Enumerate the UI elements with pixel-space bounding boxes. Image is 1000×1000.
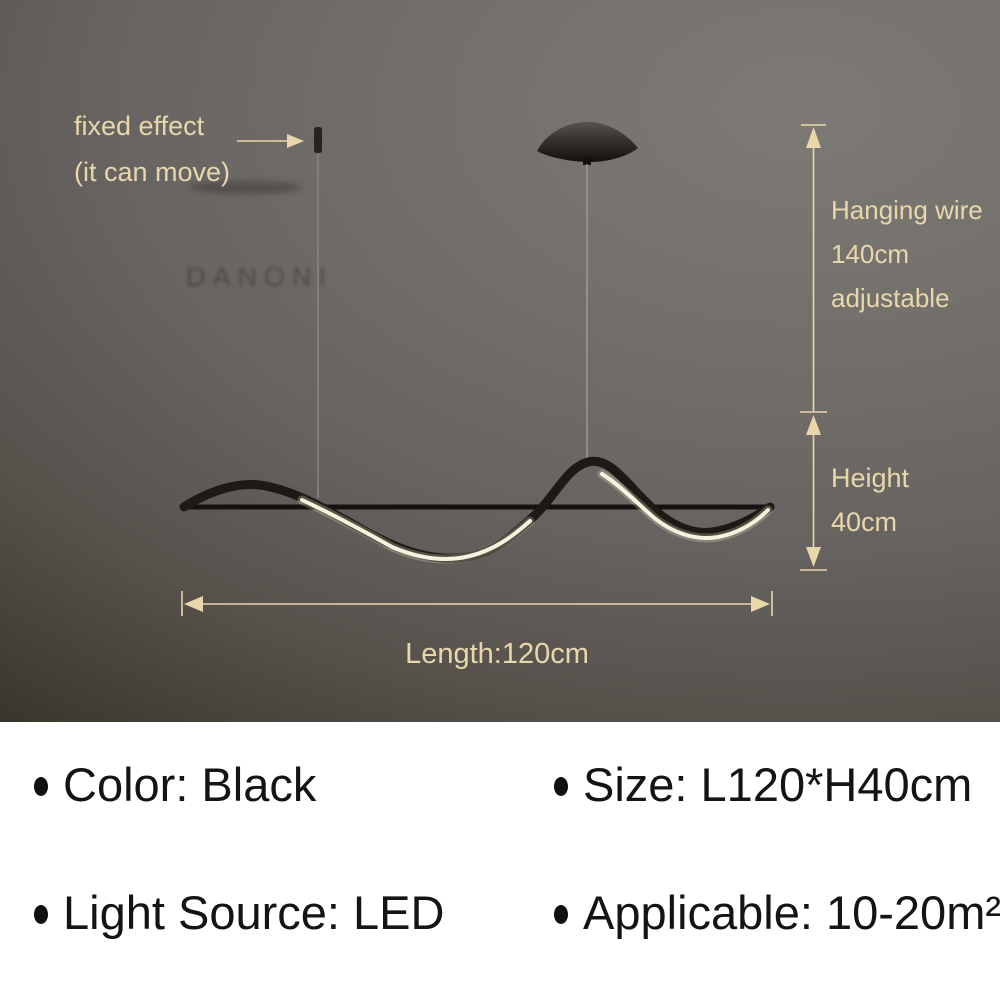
hanging-wire-label: Hanging wire 140cm adjustable [831, 188, 983, 320]
spec-item-applicable-area: Applicable: 10-20m² [554, 883, 1000, 943]
lamp-illustration [179, 122, 827, 616]
length-dim-arrowhead-left-icon [184, 596, 203, 612]
length-dim-arrowhead-right-icon [751, 596, 770, 612]
spec-item-light-source: Light Source: LED [34, 883, 444, 943]
led-strip-right [600, 472, 770, 540]
watermark-smudge [190, 181, 302, 194]
hanging-wire-label-line1: Hanging wire [831, 195, 983, 225]
ceiling-canopy-icon [537, 122, 638, 163]
hanging-wire-label-line2: 140cm [831, 239, 910, 269]
hanging-wire-dim-arrow-up-icon [806, 127, 821, 148]
height-dim-arrow-down-icon [806, 547, 821, 567]
height-label: Height 40cm [831, 456, 909, 544]
canopy-stem [583, 157, 591, 165]
bullet-icon [34, 776, 48, 796]
fixed-effect-label-line2: (it can move) [74, 157, 231, 187]
lamp-ribbon [179, 456, 775, 563]
length-label-text: Length:120cm [405, 638, 589, 670]
spec-item-label: Applicable: 10-20m² [583, 886, 1000, 939]
watermark: DANONI [186, 262, 334, 292]
height-label-line2: 40cm [831, 507, 898, 537]
led-strip-left [300, 498, 532, 561]
fixed-effect-arrowhead-icon [287, 134, 304, 148]
fixed-effect-label: fixed effect (it can move) [74, 103, 230, 195]
spec-list: Color: Black Size: L120*H40cm Light Sour… [0, 722, 1000, 1000]
height-label-line1: Height [831, 463, 910, 493]
bullet-icon [34, 904, 48, 924]
spec-item-label: Color: Black [63, 758, 317, 811]
length-label: Length:120cm [0, 632, 1000, 676]
spec-item-size: Size: L120*H40cm [554, 755, 972, 815]
spec-item-label: Size: L120*H40cm [583, 758, 973, 811]
spec-item-color: Color: Black [34, 755, 316, 815]
spec-item-label: Light Source: LED [63, 886, 445, 939]
bullet-icon [554, 776, 568, 796]
wire-fixer-icon [314, 127, 322, 153]
height-dim-arrow-up-icon [806, 415, 821, 435]
bullet-icon [554, 904, 568, 924]
fixed-effect-label-line1: fixed effect [74, 111, 205, 141]
lamp-photo: DANONI fixed effect (it can move) Hangin… [0, 0, 1000, 722]
hanging-wire-label-line3: adjustable [831, 283, 950, 313]
